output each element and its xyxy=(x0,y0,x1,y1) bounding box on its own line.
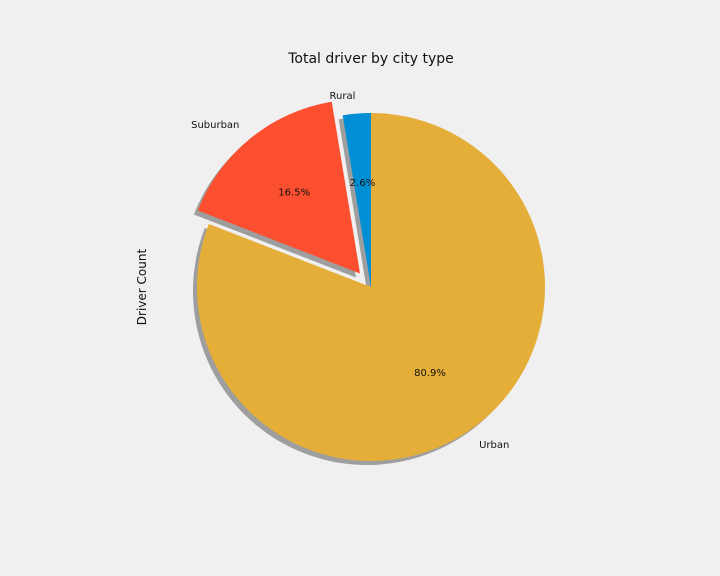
pie-slice-urban xyxy=(196,113,545,461)
chart-title: Total driver by city type xyxy=(287,51,454,67)
pie-slice-suburban xyxy=(197,101,361,274)
pct-label-rural: 2.6% xyxy=(350,178,375,189)
pie-labels: Rural 2.6% Suburban 16.5% Urban 80.9% xyxy=(191,91,509,451)
slice-label-suburban: Suburban xyxy=(191,120,239,131)
slice-label-urban: Urban xyxy=(479,440,509,451)
pie-slice-rural xyxy=(342,113,371,287)
pct-label-suburban: 16.5% xyxy=(278,187,310,198)
y-axis-label: Driver Count xyxy=(135,249,149,326)
slice-label-rural: Rural xyxy=(330,91,356,102)
pct-label-urban: 80.9% xyxy=(414,368,446,379)
pie-slices xyxy=(196,101,545,461)
